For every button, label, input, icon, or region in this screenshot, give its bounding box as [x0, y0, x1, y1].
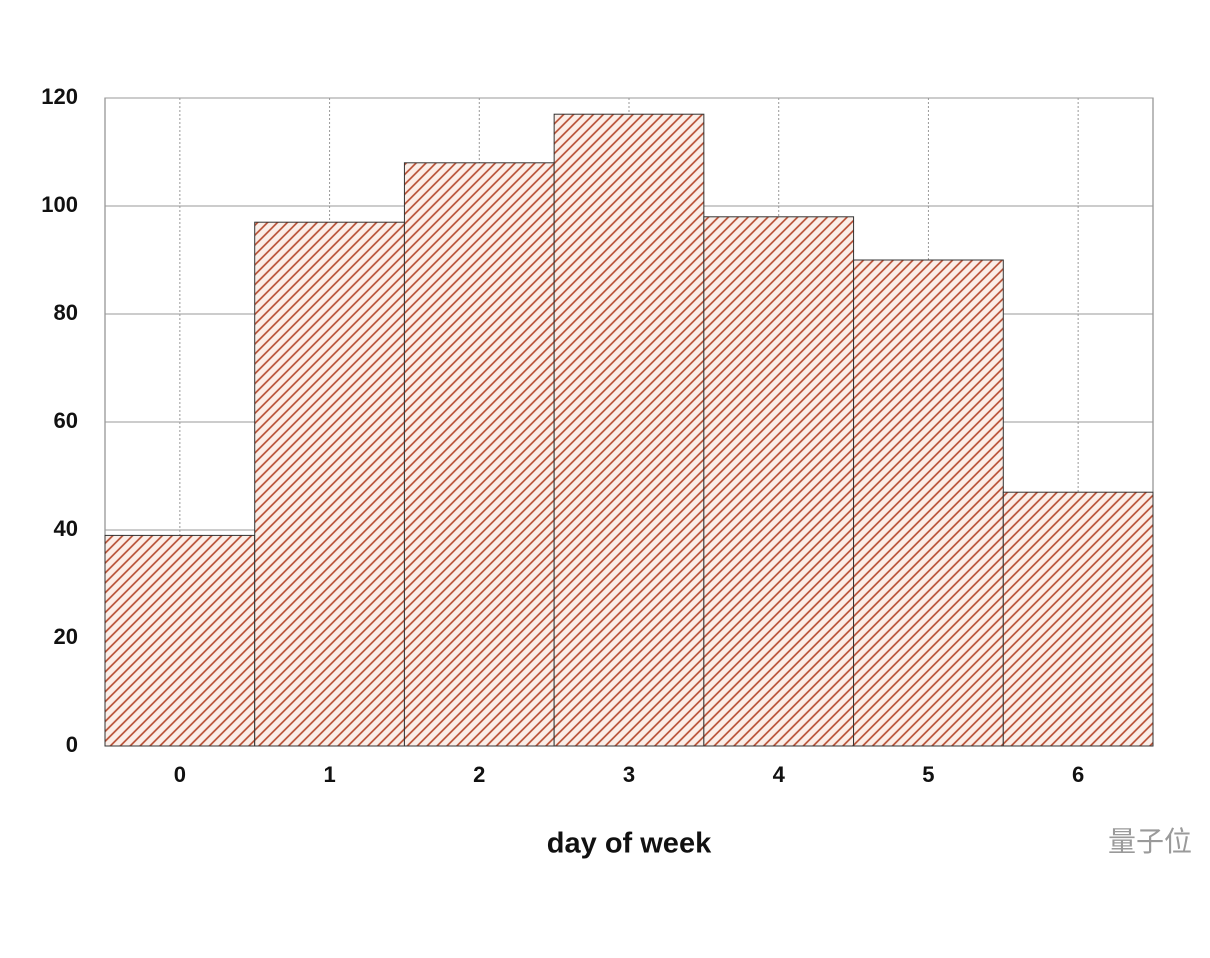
y-tick-label: 80: [54, 300, 78, 325]
bar: [403, 162, 555, 747]
bar: [553, 113, 705, 747]
y-tick-label: 0: [66, 732, 78, 757]
y-tick-label: 100: [41, 192, 78, 217]
x-tick-label: 1: [323, 762, 335, 787]
y-tick-label: 40: [54, 516, 78, 541]
x-tick-label: 5: [922, 762, 934, 787]
y-tick-label: 120: [41, 84, 78, 109]
x-tick-label: 3: [623, 762, 635, 787]
y-tick-label: 20: [54, 624, 78, 649]
y-tick-label: 60: [54, 408, 78, 433]
x-tick-label: 0: [174, 762, 186, 787]
x-axis-label: day of week: [547, 828, 712, 860]
bar: [853, 259, 1004, 747]
x-tick-label: 6: [1072, 762, 1084, 787]
x-tick-label: 2: [473, 762, 485, 787]
x-tick-label: 4: [773, 762, 786, 787]
bar: [254, 221, 405, 747]
bar: [1002, 491, 1154, 747]
bar: [703, 216, 855, 747]
watermark: 量子位: [1108, 825, 1192, 858]
bar: [104, 534, 256, 747]
